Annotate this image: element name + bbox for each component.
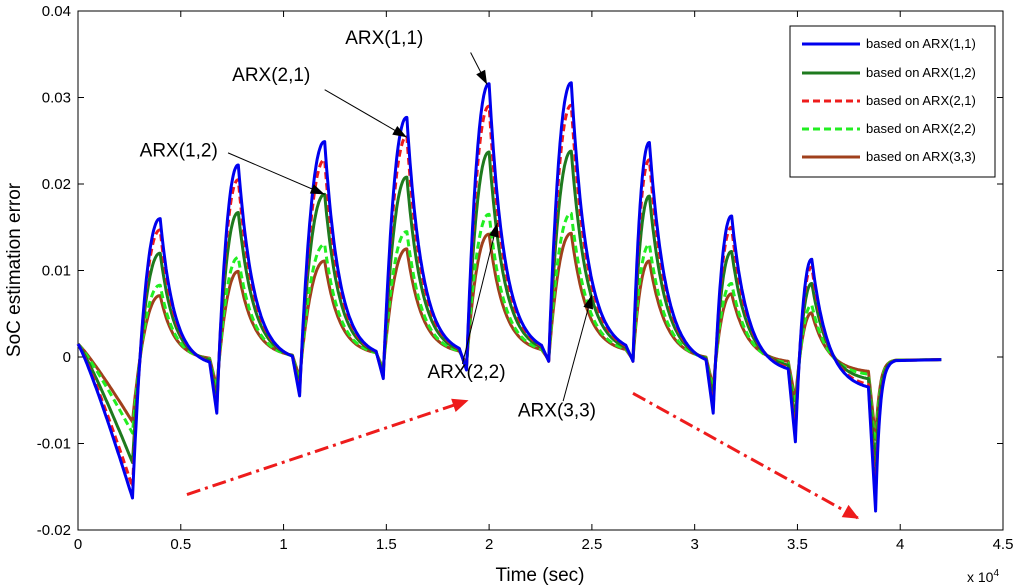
trend-arrow-line-up [186,398,470,496]
legend-label-arx12: based on ARX(1,2) [866,65,976,80]
x-tick-label: 2.5 [581,536,602,553]
trend-arrowhead-up [451,398,469,412]
y-tick-label: -0.02 [37,522,71,539]
y-axis-label: SoC estimation error [4,182,25,357]
annotation-arrow-line-a22 [461,222,498,365]
x-tick-label: 0.5 [170,536,191,553]
x-tick-label: 4 [896,536,904,553]
x-tick-label: 1 [279,536,287,553]
y-tick-label: 0.01 [42,263,71,280]
annotation-arrowhead-a11 [476,69,488,85]
annotation-label-a21: ARX(2,1) [232,65,310,86]
x-axis-label: Time (sec) [495,565,584,586]
annotation-label-a11: ARX(1,1) [345,28,423,49]
y-tick-label: 0.02 [42,176,71,193]
legend-label-arx11: based on ARX(1,1) [866,36,976,51]
annotation-arrowhead-a12 [309,184,325,195]
x-tick-label: 3.5 [787,536,808,553]
legend-label-arx33: based on ARX(3,3) [866,149,976,164]
annotations-group: ARX(1,1) ARX(2,1) ARX(1,2) ARX(2,2) ARX(3,3) [140,28,860,521]
y-tick-label: 0.03 [42,90,71,107]
annotation-label-a12: ARX(1,2) [140,140,218,161]
y-tick-label: 0.04 [42,3,71,20]
series-line-arx22 [76,211,942,454]
axis-ticks: 0 0.5 1 1.5 2 2.5 3 3.5 4 4.5 -0.02 -0.01 0 0.01 0.02 0… [37,3,1014,553]
annotation-label-a33: ARX(3,3) [518,401,596,422]
x-tick-label: 4.5 [993,536,1014,553]
x-multiplier: x 104 [967,568,999,585]
y-tick-label: -0.01 [37,436,71,453]
x-multiplier-exponent: 4 [993,568,999,579]
annotation-arrow-line-a21 [324,89,408,138]
series-line-arx21 [76,103,942,502]
annotation-arrowhead-a33 [583,294,594,310]
x-multiplier-base: x 10 [967,569,994,585]
annotation-label-a22: ARX(2,2) [427,362,505,383]
y-tick-label: 0 [63,349,71,366]
annotation-arrowhead-a22 [489,222,499,238]
x-tick-label: 2 [485,536,493,553]
annotation-arrowhead-a21 [392,125,407,138]
annotation-arrow-line-a33 [562,294,593,402]
trend-arrowhead-down [841,504,860,519]
x-tick-label: 0 [74,536,82,553]
legend-label-arx22: based on ARX(2,2) [866,121,976,136]
x-tick-label: 3 [690,536,698,553]
trend-arrow-line-down [632,392,860,521]
x-tick-label: 1.5 [376,536,397,553]
legend-label-arx21: based on ARX(2,1) [866,93,976,108]
legend: based on ARX(1,1) based on ARX(1,2) base… [789,25,996,178]
annotation-arrow-line-a12 [227,152,325,195]
series-group [76,81,942,513]
series-line-arx11 [76,81,942,513]
